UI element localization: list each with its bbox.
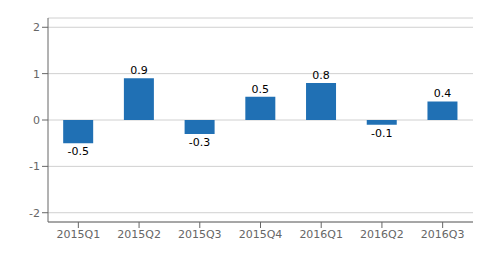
svg-text:0.9: 0.9 bbox=[130, 64, 148, 77]
svg-text:2016Q2: 2016Q2 bbox=[360, 228, 404, 241]
svg-text:2016Q3: 2016Q3 bbox=[421, 228, 465, 241]
svg-text:-0.5: -0.5 bbox=[67, 145, 88, 158]
svg-text:2016Q1: 2016Q1 bbox=[299, 228, 343, 241]
svg-text:-0.1: -0.1 bbox=[371, 127, 392, 140]
svg-text:2: 2 bbox=[33, 21, 40, 34]
svg-text:0: 0 bbox=[33, 114, 40, 127]
svg-text:2015Q1: 2015Q1 bbox=[57, 228, 101, 241]
svg-text:0.5: 0.5 bbox=[252, 83, 270, 96]
svg-text:-1: -1 bbox=[29, 160, 40, 173]
svg-text:-0.3: -0.3 bbox=[189, 136, 210, 149]
svg-text:1: 1 bbox=[33, 68, 40, 81]
svg-text:2015Q3: 2015Q3 bbox=[178, 228, 222, 241]
svg-text:0.4: 0.4 bbox=[434, 87, 452, 100]
svg-text:0.8: 0.8 bbox=[312, 69, 330, 82]
svg-text:2015Q4: 2015Q4 bbox=[239, 228, 283, 241]
svg-text:2015Q2: 2015Q2 bbox=[117, 228, 161, 241]
svg-text:-2: -2 bbox=[29, 207, 40, 220]
